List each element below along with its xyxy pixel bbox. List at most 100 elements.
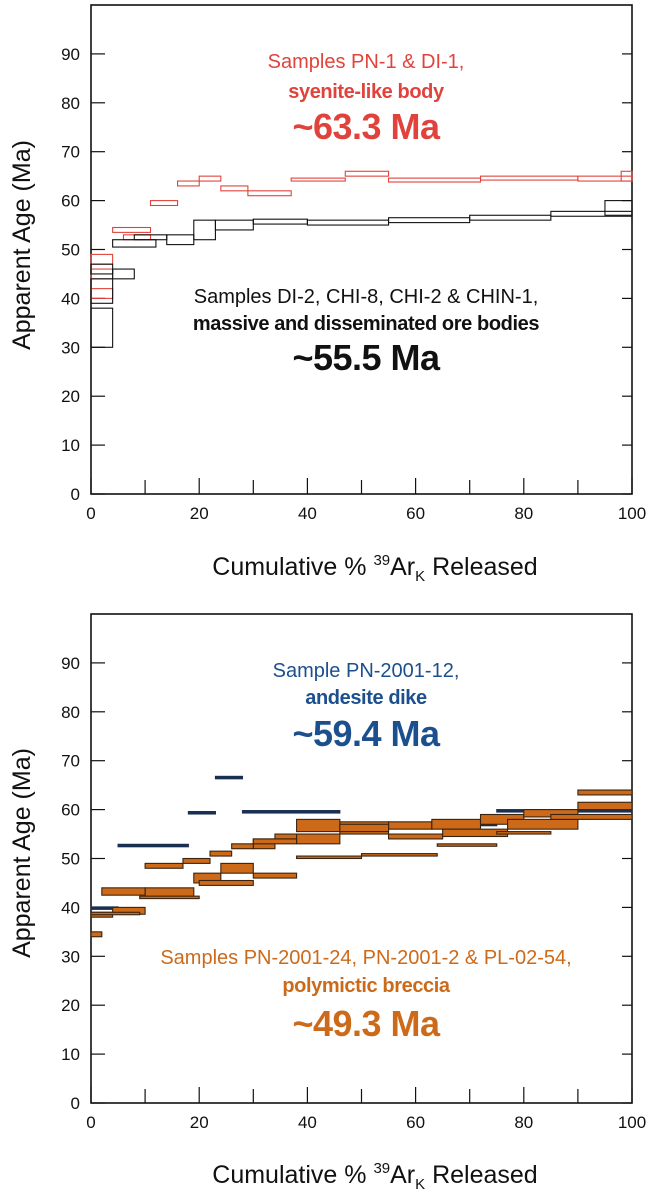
data-marks xyxy=(90,170,633,348)
series xyxy=(90,813,633,916)
y-axis: 0 10 20 30 40 50 60 70 80 90 xyxy=(61,654,632,1113)
x-tick-label: 100 xyxy=(618,1113,646,1132)
step-bar xyxy=(247,190,292,197)
x-tick-label: 60 xyxy=(406,1113,425,1132)
x-title-sup: 39 xyxy=(373,1160,390,1177)
annotation-blue-bold: andesite dike xyxy=(305,687,427,709)
step-bar xyxy=(252,872,298,879)
annotation-black-age: ~55.5 Ma xyxy=(292,337,441,378)
step-bar xyxy=(90,307,114,348)
x-title-main: Cumulative % xyxy=(212,553,373,581)
x-title-ar: Ar xyxy=(390,553,415,581)
step-bar xyxy=(339,823,390,833)
step-bar xyxy=(166,234,195,246)
x-title-sup: 39 xyxy=(373,552,390,569)
step-bar xyxy=(117,843,189,848)
step-bar xyxy=(387,217,471,224)
step-bar xyxy=(360,853,438,857)
y-tick-label: 80 xyxy=(61,94,80,113)
step-bar xyxy=(149,200,179,207)
annotation-black-line1: Samples DI-2, CHI-8, CHI-2 & CHIN-1, xyxy=(194,286,539,308)
x-tick-label: 20 xyxy=(190,1113,209,1132)
step-bar xyxy=(577,801,633,811)
step-bar xyxy=(306,219,390,226)
step-bar xyxy=(112,268,135,280)
x-axis-title: Cumulative % 39ArK Released xyxy=(212,1160,537,1193)
step-bar xyxy=(252,218,308,225)
step-bar xyxy=(177,180,200,187)
step-bar xyxy=(290,177,346,182)
x-title-ar: Ar xyxy=(390,1161,415,1189)
step-bar xyxy=(469,214,552,221)
y-tick-label: 60 xyxy=(61,801,80,820)
step-bar xyxy=(296,855,363,860)
y-axis-title: Apparent Age (Ma) xyxy=(8,140,36,350)
series xyxy=(90,200,633,348)
step-bar xyxy=(479,175,579,181)
x-tick-label: 40 xyxy=(298,504,317,523)
annotation-blue-line1: Sample PN-2001-12, xyxy=(273,660,460,682)
step-bar xyxy=(344,170,390,177)
y-tick-label: 90 xyxy=(61,45,80,64)
y-tick-label: 10 xyxy=(61,1045,80,1064)
annotation-black-bold: massive and disseminated ore bodies xyxy=(193,313,539,335)
x-tick-label: 80 xyxy=(514,504,533,523)
x-tick-label: 0 xyxy=(86,504,95,523)
y-axis-title: Apparent Age (Ma) xyxy=(8,748,36,958)
x-axis: 0 20 40 60 80 100 xyxy=(86,478,646,523)
chart-bottom: 0 10 20 30 40 50 60 70 80 90 0 20 40 60 80 100 Sample … xyxy=(8,613,646,1193)
step-bar xyxy=(112,239,157,248)
y-tick-label: 70 xyxy=(61,752,80,771)
x-title-tail: Released xyxy=(425,1161,538,1189)
annotation-orange-line1: Samples PN-2001-24, PN-2001-2 & PL-02-54… xyxy=(160,947,571,969)
step-bar xyxy=(220,862,254,874)
step-bar xyxy=(198,175,222,182)
annotation-blue-age: ~59.4 Ma xyxy=(292,713,441,754)
step-bar xyxy=(436,843,498,847)
step-bar xyxy=(550,813,633,820)
y-tick-label: 30 xyxy=(61,338,80,357)
x-tick-label: 20 xyxy=(190,504,209,523)
y-tick-label: 70 xyxy=(61,143,80,162)
step-bar xyxy=(198,879,254,886)
y-tick-label: 40 xyxy=(61,289,80,308)
annotation-orange-age: ~49.3 Ma xyxy=(292,1003,441,1044)
chart-top: 0 10 20 30 40 50 60 70 80 90 0 20 40 60 80 100 Samples… xyxy=(8,4,646,585)
step-bar xyxy=(387,821,433,830)
step-bar xyxy=(90,278,114,304)
x-tick-label: 80 xyxy=(514,1113,533,1132)
step-bar xyxy=(496,831,552,835)
step-bar xyxy=(90,931,103,938)
step-bar xyxy=(604,200,633,216)
y-tick-label: 60 xyxy=(61,192,80,211)
step-bar xyxy=(387,833,444,840)
step-bar xyxy=(431,818,482,830)
x-title-sub: K xyxy=(415,1176,425,1193)
y-axis: 0 10 20 30 40 50 60 70 80 90 xyxy=(61,45,632,504)
step-bar xyxy=(231,843,254,850)
step-bar xyxy=(620,170,633,182)
step-bar xyxy=(90,911,141,916)
step-bar xyxy=(241,810,341,814)
x-title-tail: Released xyxy=(425,553,538,581)
annotation-red-age: ~63.3 Ma xyxy=(292,106,441,147)
step-bar xyxy=(507,818,579,830)
step-bar xyxy=(296,833,341,845)
step-bar xyxy=(296,818,341,833)
y-tick-label: 40 xyxy=(61,898,80,917)
step-bar xyxy=(577,175,633,182)
step-bar xyxy=(577,789,633,796)
step-bar xyxy=(193,219,216,241)
step-bar xyxy=(101,887,146,896)
step-bar xyxy=(252,838,298,845)
data-marks xyxy=(90,775,633,938)
y-tick-label: 0 xyxy=(71,1094,80,1113)
plot-frame xyxy=(90,4,633,495)
y-tick-label: 50 xyxy=(61,850,80,869)
y-tick-label: 0 xyxy=(71,485,80,504)
step-bar xyxy=(139,895,200,900)
series xyxy=(90,801,633,938)
annotation-orange-bold: polymictic breccia xyxy=(282,975,451,997)
annotation-red-line1: Samples PN-1 & DI-1, xyxy=(268,51,465,73)
